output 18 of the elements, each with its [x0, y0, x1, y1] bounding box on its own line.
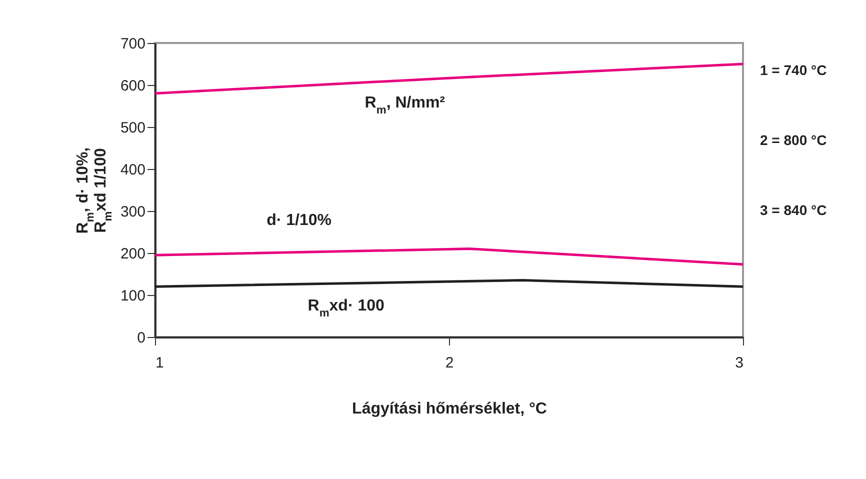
x-tick-label: 3 [735, 354, 744, 372]
x-tick-label: 2 [445, 354, 454, 372]
text: 2 = 800 °C [760, 132, 827, 148]
y-tick-label: 400 [120, 162, 146, 178]
y-tick-label: 500 [120, 120, 146, 136]
series-label: d· 1/10% [266, 212, 332, 230]
y-tick-label: 300 [120, 204, 146, 220]
y-tick-label: 600 [120, 78, 146, 94]
text: 3 = 840 °C [760, 202, 827, 218]
y-tick-label: 100 [120, 288, 146, 304]
text: 1 = 740 °C [760, 62, 827, 78]
y-tick-label: 700 [120, 36, 146, 52]
y-tick-label: 0 [137, 330, 146, 346]
x-axis-title: Lágyítási hőmérséklet, °C [352, 400, 548, 418]
series-label: R$_{m}$, N/mm² [364, 94, 445, 116]
y-tick-label: 200 [120, 246, 146, 262]
series-label: R$_{m}$xd· 100 [308, 297, 385, 320]
x-tick-label: 1 [156, 354, 164, 372]
